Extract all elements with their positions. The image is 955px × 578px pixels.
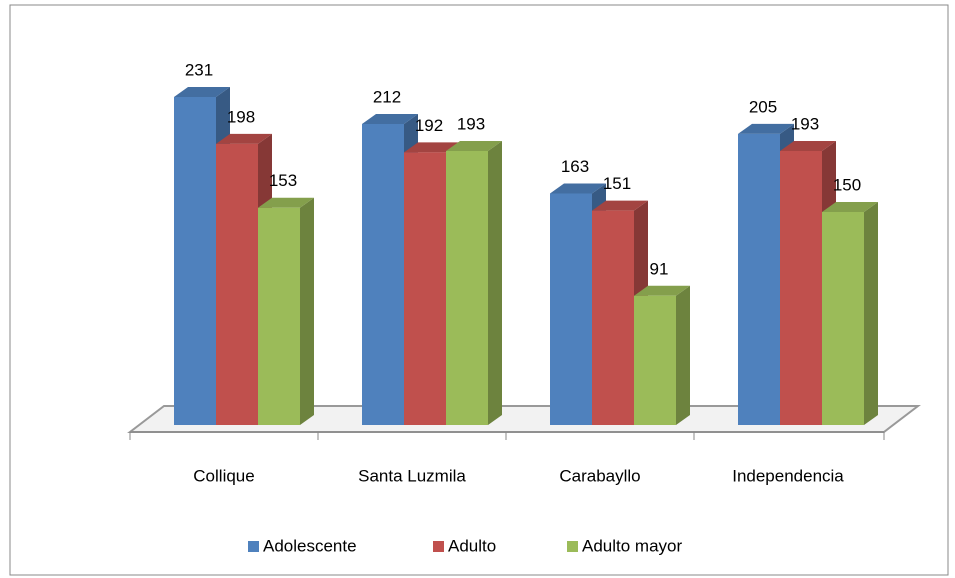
legend-swatch [567, 541, 578, 552]
bar-face [216, 133, 272, 144]
bar-face [634, 295, 676, 425]
bar-face [404, 152, 446, 425]
bar-face [592, 210, 634, 425]
data-label: 150 [833, 175, 861, 194]
bar-face [822, 202, 878, 213]
bar-face [550, 183, 606, 194]
bar-face [258, 197, 314, 208]
legend-swatch [433, 541, 444, 552]
data-label: 163 [561, 157, 589, 176]
bar-face [780, 140, 836, 151]
bar-face [550, 193, 592, 425]
bar-face [300, 197, 314, 425]
bar-face [446, 150, 488, 425]
bar [634, 285, 690, 425]
x-tick-label: Collique [193, 466, 254, 485]
bar-face [488, 140, 502, 425]
bar-face [738, 123, 794, 134]
data-label: 212 [373, 87, 401, 106]
data-label: 192 [415, 116, 443, 135]
legend-label: Adulto [448, 536, 496, 555]
bar-face [174, 97, 216, 425]
data-label: 231 [185, 60, 213, 79]
data-label: 193 [791, 114, 819, 133]
bar-face [780, 150, 822, 425]
data-label: 91 [650, 259, 669, 278]
x-tick-label: Carabayllo [559, 466, 640, 485]
bar-face [738, 133, 780, 425]
bar-face [362, 113, 418, 124]
legend-label: Adolescente [263, 536, 357, 555]
bar-face [174, 87, 230, 97]
x-tick-label: Santa Luzmila [358, 466, 466, 485]
bar-face [404, 142, 460, 153]
bar-face [676, 285, 690, 425]
data-label: 151 [603, 174, 631, 193]
data-label: 153 [269, 171, 297, 190]
bar [822, 202, 878, 425]
data-label: 193 [457, 114, 485, 133]
bar [446, 140, 502, 425]
bar-face [258, 207, 300, 425]
data-label: 205 [749, 97, 777, 116]
bar-face [864, 202, 878, 425]
bar-face [362, 123, 404, 425]
data-label: 198 [227, 107, 255, 126]
bar-face [446, 140, 502, 151]
category-dividers [129, 432, 885, 440]
bar-face [822, 212, 864, 425]
bar-face [592, 200, 648, 211]
legend-label: Adulto mayor [582, 536, 682, 555]
bar-face [216, 143, 258, 425]
x-tick-label: Independencia [732, 466, 844, 485]
bar [258, 197, 314, 425]
legend-swatch [248, 541, 259, 552]
bar-face [634, 285, 690, 296]
